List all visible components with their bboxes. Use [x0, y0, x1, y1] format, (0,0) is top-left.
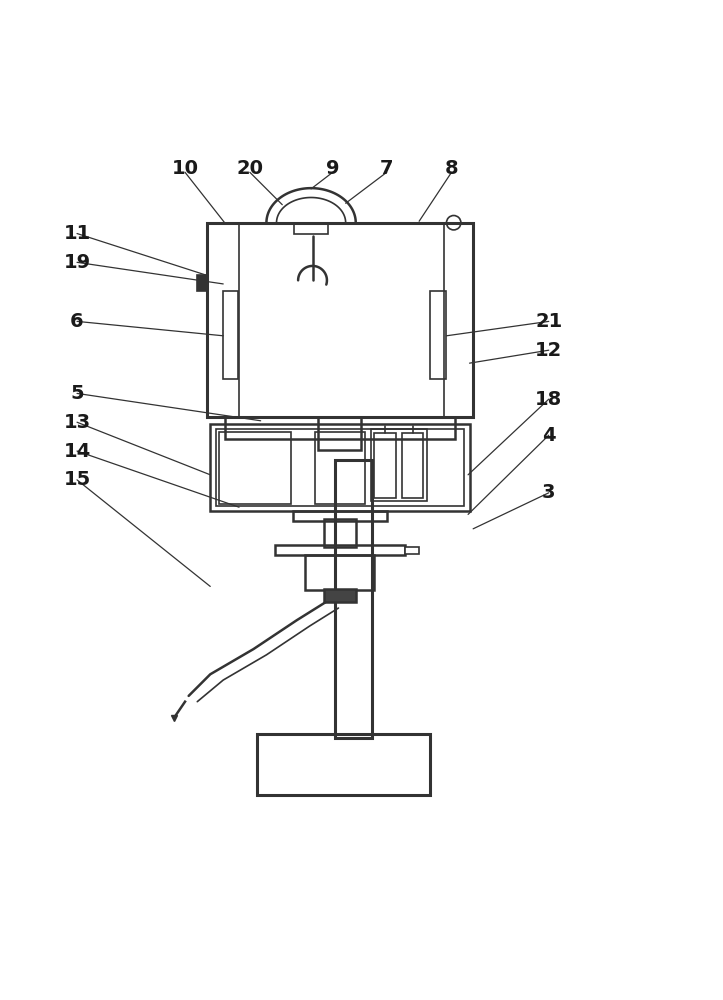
Text: 15: 15	[64, 470, 90, 489]
Bar	[210, 424, 469, 511]
Bar	[318, 417, 362, 450]
Bar	[225, 417, 455, 439]
Bar	[430, 291, 447, 379]
Bar	[197, 275, 207, 291]
Bar	[219, 432, 291, 504]
Bar	[371, 429, 427, 501]
Text: 5: 5	[70, 384, 84, 403]
Bar	[402, 433, 424, 498]
Bar	[405, 547, 419, 554]
Text: 12: 12	[535, 341, 562, 360]
Text: 7: 7	[380, 159, 393, 178]
Text: 9: 9	[326, 159, 339, 178]
Text: 11: 11	[64, 224, 90, 243]
Text: 20: 20	[236, 159, 263, 178]
Bar	[375, 433, 396, 498]
Bar	[335, 460, 372, 738]
Bar	[257, 734, 430, 795]
Text: 18: 18	[535, 390, 562, 409]
Bar	[324, 589, 356, 602]
Bar	[324, 519, 356, 547]
Text: 19: 19	[64, 253, 90, 272]
Text: 13: 13	[64, 413, 90, 432]
Bar	[216, 429, 463, 506]
Text: 8: 8	[445, 159, 458, 178]
Bar	[315, 432, 365, 504]
Text: 3: 3	[542, 483, 555, 502]
Bar	[275, 545, 405, 555]
Bar	[305, 555, 375, 590]
Text: 14: 14	[64, 442, 90, 461]
Text: 10: 10	[171, 159, 199, 178]
Bar	[293, 511, 387, 521]
Text: 21: 21	[535, 312, 562, 331]
Bar	[207, 223, 473, 417]
Bar	[294, 223, 328, 234]
Text: 4: 4	[542, 426, 555, 445]
Text: 6: 6	[70, 312, 84, 331]
Bar	[223, 291, 238, 379]
